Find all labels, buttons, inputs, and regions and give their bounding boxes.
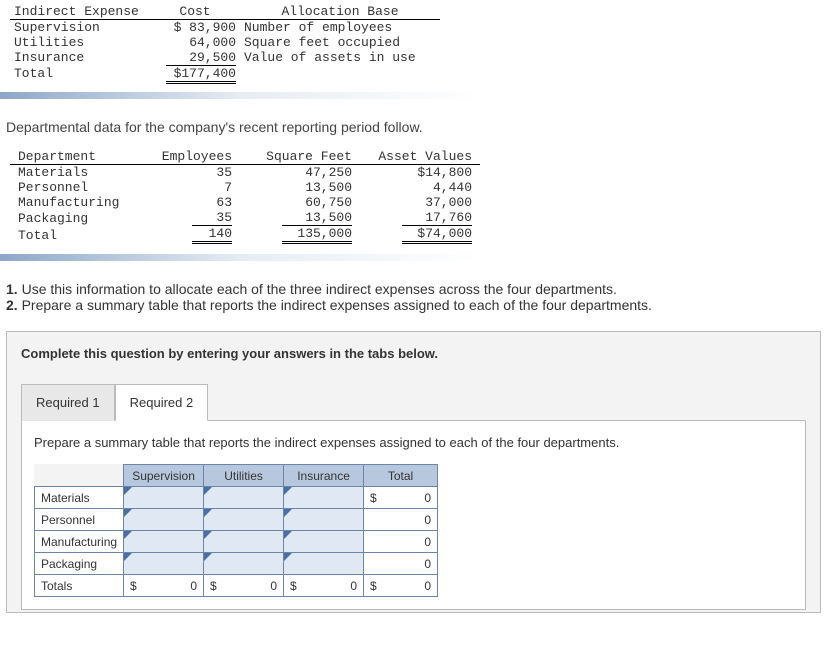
sqft-value: 47,250 <box>240 165 360 181</box>
section-intro: Departmental data for the company's rece… <box>6 119 833 135</box>
input-supervision-packaging[interactable] <box>124 553 204 575</box>
emp-value: 35 <box>192 210 232 226</box>
total-emp: 140 <box>192 226 232 244</box>
input-supervision-personnel[interactable] <box>124 509 204 531</box>
allocation-base: Value of assets in use <box>240 50 440 66</box>
row-label: Manufacturing <box>35 531 124 553</box>
cost-value: $ 83,900 <box>166 20 236 35</box>
totals-cell: $0 <box>124 575 204 597</box>
department-data-table: Department Employees Square Feet Asset V… <box>10 149 823 244</box>
dept-name: Packaging <box>10 210 150 226</box>
input-insurance-personnel[interactable] <box>284 509 364 531</box>
dept-name: Materials <box>10 165 150 181</box>
input-insurance-materials[interactable] <box>284 487 364 509</box>
tabs: Required 1 Required 2 <box>21 383 806 420</box>
instructions: 1. Use this information to allocate each… <box>6 281 827 313</box>
dept-name: Manufacturing <box>10 195 150 210</box>
total-sqft: 135,000 <box>282 226 352 244</box>
input-utilities-materials[interactable] <box>204 487 284 509</box>
indirect-expense-table: Indirect Expense Cost Allocation Base Su… <box>10 4 823 84</box>
row-label: Materials <box>35 487 124 509</box>
tab-required-2[interactable]: Required 2 <box>115 384 209 421</box>
tab-content: Prepare a summary table that reports the… <box>21 420 806 610</box>
col-header: Asset Values <box>360 149 480 165</box>
col-header: Cost <box>150 4 240 20</box>
col-header: Supervision <box>124 465 204 487</box>
col-header: Utilities <box>204 465 284 487</box>
total-cell: 0 <box>364 531 438 553</box>
row-label: Personnel <box>35 509 124 531</box>
col-header: Allocation Base <box>240 4 440 20</box>
col-header: Indirect Expense <box>10 4 150 20</box>
row-label: Insurance <box>10 50 150 66</box>
input-insurance-packaging[interactable] <box>284 553 364 575</box>
cost-value: 64,000 <box>166 35 236 50</box>
totals-cell: $0 <box>364 575 438 597</box>
totals-cell: $0 <box>284 575 364 597</box>
allocation-base: Square feet occupied <box>240 35 440 50</box>
sqft-value: 13,500 <box>240 180 360 195</box>
col-header: Department <box>10 149 150 165</box>
col-header: Square Feet <box>240 149 360 165</box>
sqft-value: 60,750 <box>240 195 360 210</box>
col-header: Total <box>364 465 438 487</box>
total-cell: $0 <box>364 487 438 509</box>
corner-cell <box>35 465 124 487</box>
totals-cell: $0 <box>204 575 284 597</box>
instruction-text: Use this information to allocate each of… <box>18 281 617 297</box>
sqft-value: 13,500 <box>282 210 352 226</box>
total-label: Total <box>10 226 150 244</box>
total-label: Total <box>10 66 150 84</box>
row-label: Supervision <box>10 20 150 36</box>
total-asset: $74,000 <box>402 226 472 244</box>
emp-value: 63 <box>150 195 240 210</box>
asset-value: 37,000 <box>360 195 480 210</box>
input-supervision-manufacturing[interactable] <box>124 531 204 553</box>
row-label: Totals <box>35 575 124 597</box>
cost-value: 29,500 <box>166 50 236 66</box>
allocation-base: Number of employees <box>240 20 440 36</box>
answer-panel: Complete this question by entering your … <box>6 331 821 613</box>
asset-value: 17,760 <box>402 210 472 226</box>
row-label: Utilities <box>10 35 150 50</box>
input-insurance-manufacturing[interactable] <box>284 531 364 553</box>
instruction-number: 1. <box>6 281 18 297</box>
emp-value: 35 <box>150 165 240 181</box>
input-supervision-materials[interactable] <box>124 487 204 509</box>
tab-description: Prepare a summary table that reports the… <box>34 435 793 450</box>
instruction-text: Prepare a summary table that reports the… <box>18 297 652 313</box>
section-divider <box>0 254 480 261</box>
answer-table: Supervision Utilities Insurance Total Ma… <box>34 464 438 597</box>
asset-value: $14,800 <box>360 165 480 181</box>
dept-name: Personnel <box>10 180 150 195</box>
input-utilities-packaging[interactable] <box>204 553 284 575</box>
col-header: Employees <box>150 149 240 165</box>
panel-heading: Complete this question by entering your … <box>21 346 806 361</box>
total-cell: 0 <box>364 553 438 575</box>
total-value: $177,400 <box>166 66 236 84</box>
asset-value: 4,440 <box>360 180 480 195</box>
col-header: Insurance <box>284 465 364 487</box>
total-cell: 0 <box>364 509 438 531</box>
input-utilities-manufacturing[interactable] <box>204 531 284 553</box>
input-utilities-personnel[interactable] <box>204 509 284 531</box>
row-label: Packaging <box>35 553 124 575</box>
section-divider <box>0 92 480 99</box>
instruction-number: 2. <box>6 297 18 313</box>
emp-value: 7 <box>150 180 240 195</box>
tab-required-1[interactable]: Required 1 <box>21 384 115 421</box>
